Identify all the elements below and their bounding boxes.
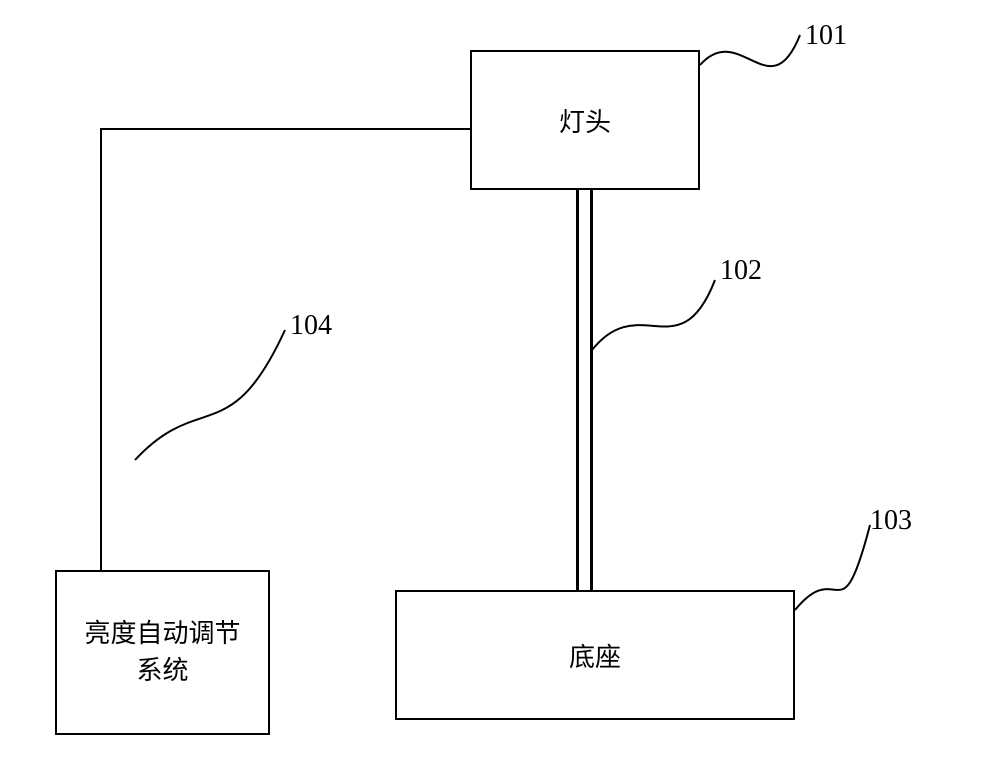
callout-103-label: 103 [870, 505, 912, 537]
callout-102-label: 102 [720, 255, 762, 287]
block-diagram: 灯头 底座 亮度自动调节系统 101 102 103 104 [0, 0, 1000, 781]
callout-leaders [0, 0, 1000, 781]
leader-102 [592, 280, 715, 350]
leader-104 [135, 330, 285, 460]
leader-103 [795, 525, 870, 610]
callout-101-label: 101 [805, 20, 847, 52]
leader-101 [700, 35, 800, 66]
callout-104-label: 104 [290, 310, 332, 342]
